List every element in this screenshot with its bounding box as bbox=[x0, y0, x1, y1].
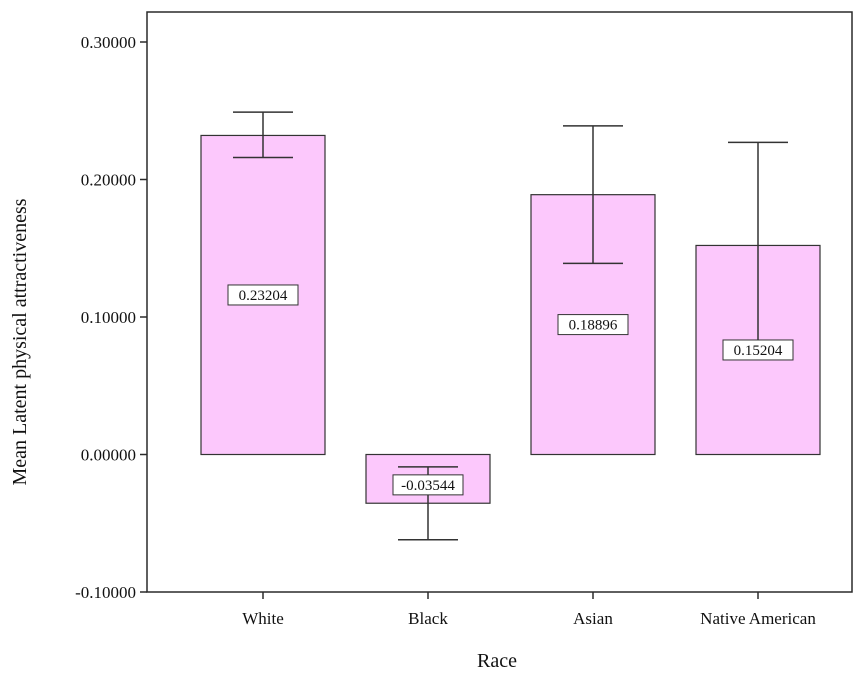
value-labels: 0.23204 -0.03544 0.18896 0.15204 bbox=[227, 284, 794, 496]
value-label: 0.15204 bbox=[722, 339, 794, 361]
y-tick-label: 0.20000 bbox=[81, 171, 136, 190]
plot-frame bbox=[146, 11, 853, 593]
y-tick-label: -0.10000 bbox=[75, 583, 136, 602]
x-tick-label: White bbox=[242, 609, 284, 628]
svg-text:0.23204: 0.23204 bbox=[239, 288, 288, 304]
y-tick-label: 0.10000 bbox=[81, 308, 136, 327]
value-label: 0.18896 bbox=[557, 314, 629, 336]
y-tick-label: 0.30000 bbox=[81, 33, 136, 52]
svg-text:-0.03544: -0.03544 bbox=[401, 478, 455, 494]
value-label: -0.03544 bbox=[392, 474, 464, 496]
x-tick-label: Asian bbox=[573, 609, 613, 628]
x-axis-title: Race bbox=[477, 650, 517, 672]
x-axis: White Black Asian Native American bbox=[242, 592, 816, 628]
x-tick-label: Black bbox=[408, 609, 448, 628]
svg-text:0.15204: 0.15204 bbox=[734, 343, 783, 359]
y-tick-label: 0.00000 bbox=[81, 446, 136, 465]
y-axis: -0.10000 0.00000 0.10000 0.20000 0.30000 bbox=[75, 33, 147, 602]
error-bar bbox=[233, 111, 293, 159]
bars bbox=[200, 134, 821, 504]
svg-text:0.18896: 0.18896 bbox=[569, 318, 618, 334]
plot-border bbox=[146, 11, 853, 593]
x-tick-label: Native American bbox=[700, 609, 816, 628]
error-bar bbox=[563, 125, 623, 265]
value-label: 0.23204 bbox=[227, 284, 299, 306]
y-axis-title: Mean Latent physical attractiveness bbox=[9, 198, 31, 485]
